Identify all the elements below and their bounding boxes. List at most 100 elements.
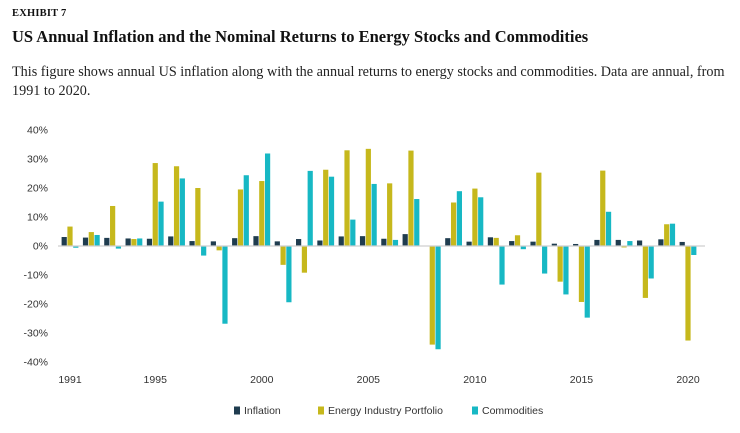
y-tick-label: -20% — [23, 299, 48, 311]
bar-energy-industry-portfolio-2008 — [429, 246, 435, 345]
bar-energy-industry-portfolio-1998 — [216, 246, 222, 251]
bar-commodities-2011 — [499, 246, 505, 285]
bar-commodities-2005 — [371, 183, 377, 246]
bar-energy-industry-portfolio-2000 — [259, 181, 265, 246]
bar-commodities-2002 — [307, 170, 313, 246]
bar-commodities-1992 — [94, 234, 100, 246]
bar-energy-industry-portfolio-2018 — [642, 246, 648, 298]
y-tick-label: 20% — [27, 183, 48, 195]
bar-energy-industry-portfolio-2012 — [514, 235, 521, 246]
bar-inflation-2011 — [487, 237, 494, 246]
bar-inflation-2016 — [594, 239, 600, 246]
x-tick-label: 2015 — [570, 374, 594, 386]
bar-energy-industry-portfolio-1995 — [152, 163, 158, 246]
bar-commodities-2003 — [328, 176, 335, 246]
bar-commodities-2001 — [286, 246, 292, 303]
bar-inflation-1999 — [232, 238, 238, 246]
bar-energy-industry-portfolio-2001 — [280, 246, 286, 265]
legend-label-2: Commodities — [482, 405, 543, 417]
bar-commodities-2007 — [414, 199, 420, 246]
figure-description: This figure shows annual US inflation al… — [12, 64, 725, 99]
x-tick-label: 1991 — [58, 374, 82, 386]
legend-label-1: Energy Industry Portfolio — [328, 405, 443, 417]
bar-inflation-2002 — [296, 239, 302, 246]
bar-inflation-2015 — [573, 243, 579, 246]
bar-inflation-2020 — [679, 241, 685, 246]
bar-inflation-2019 — [658, 239, 664, 246]
bar-inflation-2000 — [253, 236, 259, 246]
bar-energy-industry-portfolio-1992 — [88, 232, 94, 246]
bar-commodities-2004 — [350, 219, 356, 246]
bar-commodities-1997 — [201, 246, 207, 256]
page-title: US Annual Inflation and the Nominal Retu… — [12, 27, 589, 46]
bar-commodities-1995 — [158, 201, 164, 246]
bar-inflation-2006 — [381, 238, 387, 246]
bar-commodities-1993 — [115, 246, 122, 249]
bar-commodities-2020 — [691, 246, 697, 255]
bar-commodities-2010 — [478, 197, 484, 246]
y-tick-label: 0% — [33, 241, 48, 253]
bar-inflation-1992 — [82, 237, 89, 246]
bar-energy-industry-portfolio-1994 — [131, 239, 137, 246]
bar-inflation-2003 — [317, 240, 323, 246]
bar-energy-industry-portfolio-2009 — [450, 202, 457, 246]
bar-energy-industry-portfolio-2011 — [493, 237, 499, 246]
bar-energy-industry-portfolio-1993 — [110, 205, 116, 246]
bar-commodities-2000 — [264, 153, 271, 246]
bar-energy-industry-portfolio-2005 — [365, 148, 371, 246]
bar-inflation-1997 — [189, 241, 195, 246]
bar-commodities-2016 — [605, 211, 612, 246]
bar-inflation-2001 — [274, 241, 280, 246]
bar-commodities-2008 — [435, 246, 441, 350]
x-tick-label: 1995 — [144, 374, 168, 386]
bar-commodities-2012 — [520, 246, 526, 250]
x-tick-label: 2005 — [357, 374, 381, 386]
legend-swatch-1 — [318, 406, 324, 415]
y-tick-label: -30% — [23, 328, 48, 340]
bar-inflation-2005 — [359, 236, 366, 246]
bar-energy-industry-portfolio-2014 — [557, 246, 563, 282]
bar-energy-industry-portfolio-2017 — [621, 246, 627, 248]
bar-commodities-1996 — [179, 178, 185, 246]
x-tick-label: 2010 — [463, 374, 487, 386]
bar-commodities-2019 — [669, 223, 676, 246]
legend-swatch-2 — [472, 406, 478, 415]
legend-swatch-0 — [234, 406, 240, 415]
bar-energy-industry-portfolio-1991 — [67, 226, 73, 246]
bar-inflation-2010 — [466, 241, 472, 246]
bar-commodities-1998 — [222, 246, 228, 324]
bar-energy-industry-portfolio-2015 — [578, 246, 585, 302]
bar-commodities-1991 — [73, 246, 79, 248]
exhibit-label: EXHIBIT 7 — [12, 8, 67, 19]
bar-energy-industry-portfolio-2019 — [664, 224, 670, 246]
bar-energy-industry-portfolio-2004 — [344, 150, 350, 246]
bar-inflation-2007 — [402, 234, 408, 246]
bar-inflation-2014 — [551, 243, 557, 246]
bar-energy-industry-portfolio-1996 — [173, 166, 180, 246]
x-tick-label: 2020 — [676, 374, 700, 386]
y-tick-label: 10% — [27, 212, 48, 224]
bar-commodities-2006 — [392, 239, 399, 246]
bar-commodities-2013 — [542, 246, 548, 274]
bar-commodities-2015 — [584, 246, 590, 318]
y-tick-label: 40% — [27, 125, 48, 137]
bar-inflation-1998 — [210, 241, 216, 246]
bar-inflation-2012 — [509, 241, 515, 246]
bar-energy-industry-portfolio-2020 — [685, 246, 691, 341]
bar-commodities-2018 — [648, 246, 654, 279]
bar-commodities-1994 — [137, 238, 143, 246]
bar-inflation-1993 — [104, 237, 110, 246]
bar-energy-industry-portfolio-2010 — [472, 188, 478, 246]
bar-energy-industry-portfolio-2013 — [536, 172, 542, 246]
bar-inflation-1995 — [146, 238, 153, 246]
y-tick-label: 30% — [27, 154, 48, 166]
bar-energy-industry-portfolio-1997 — [195, 188, 201, 246]
bar-inflation-2013 — [530, 241, 536, 246]
bar-commodities-1999 — [243, 175, 249, 246]
bar-inflation-1991 — [61, 237, 67, 246]
bar-inflation-2004 — [338, 236, 344, 246]
y-tick-label: -10% — [23, 270, 48, 282]
y-tick-label: -40% — [23, 357, 48, 369]
bar-energy-industry-portfolio-2016 — [600, 170, 606, 246]
